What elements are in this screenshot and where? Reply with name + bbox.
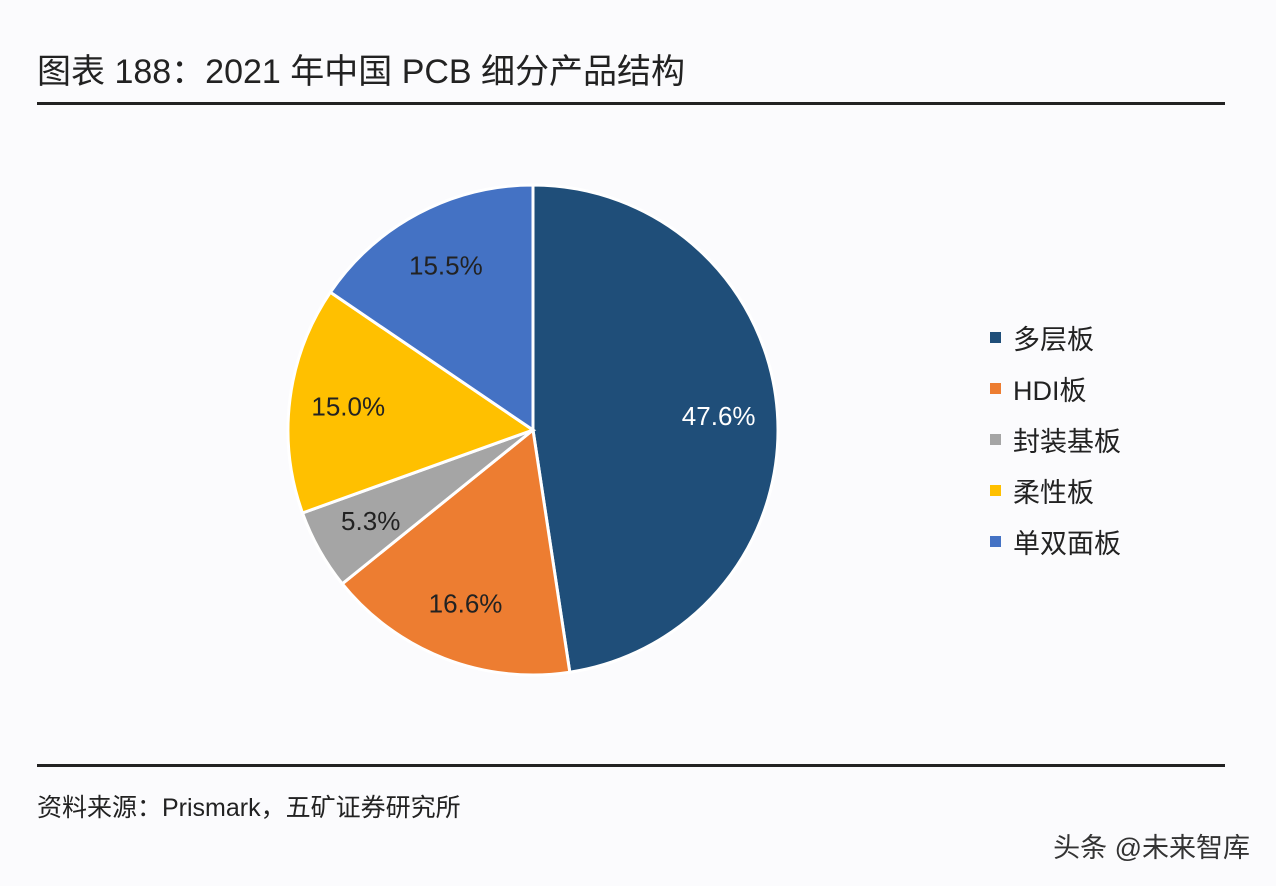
legend-label: 柔性板 <box>1013 478 1094 508</box>
pie-slice <box>286 290 537 515</box>
data-label: 15.0% <box>311 392 385 422</box>
legend-item: 单双面板 <box>990 516 1121 567</box>
data-label: 15.5% <box>409 250 483 280</box>
legend-swatch <box>990 434 1001 445</box>
chart-title: 图表 188：2021 年中国 PCB 细分产品结构 <box>37 53 686 91</box>
pie-slice <box>340 427 572 677</box>
legend-label: 单双面板 <box>1013 529 1121 559</box>
legend-swatch <box>990 485 1001 496</box>
title-divider <box>37 102 1225 105</box>
legend-label: 封装基板 <box>1013 427 1121 457</box>
data-label: 16.6% <box>429 589 503 619</box>
pie-slice <box>328 183 535 433</box>
watermark: 头条 @未来智库 <box>1053 833 1250 863</box>
pie-slice <box>531 183 780 674</box>
legend-swatch <box>990 383 1001 394</box>
legend-item: 封装基板 <box>990 414 1121 465</box>
legend-label: HDI板 <box>1013 376 1087 406</box>
legend-swatch <box>990 332 1001 343</box>
legend-item: HDI板 <box>990 363 1121 414</box>
legend-item: 柔性板 <box>990 465 1121 516</box>
legend-label: 多层板 <box>1013 325 1094 355</box>
legend-item: 多层板 <box>990 312 1121 363</box>
source-note: 资料来源：Prismark，五矿证券研究所 <box>37 794 461 822</box>
data-label: 47.6% <box>682 401 756 431</box>
legend: 多层板 HDI板封装基板柔性板单双面板 <box>990 312 1121 567</box>
source-divider <box>37 764 1225 767</box>
legend-swatch <box>990 536 1001 547</box>
data-label: 5.3% <box>341 506 400 536</box>
